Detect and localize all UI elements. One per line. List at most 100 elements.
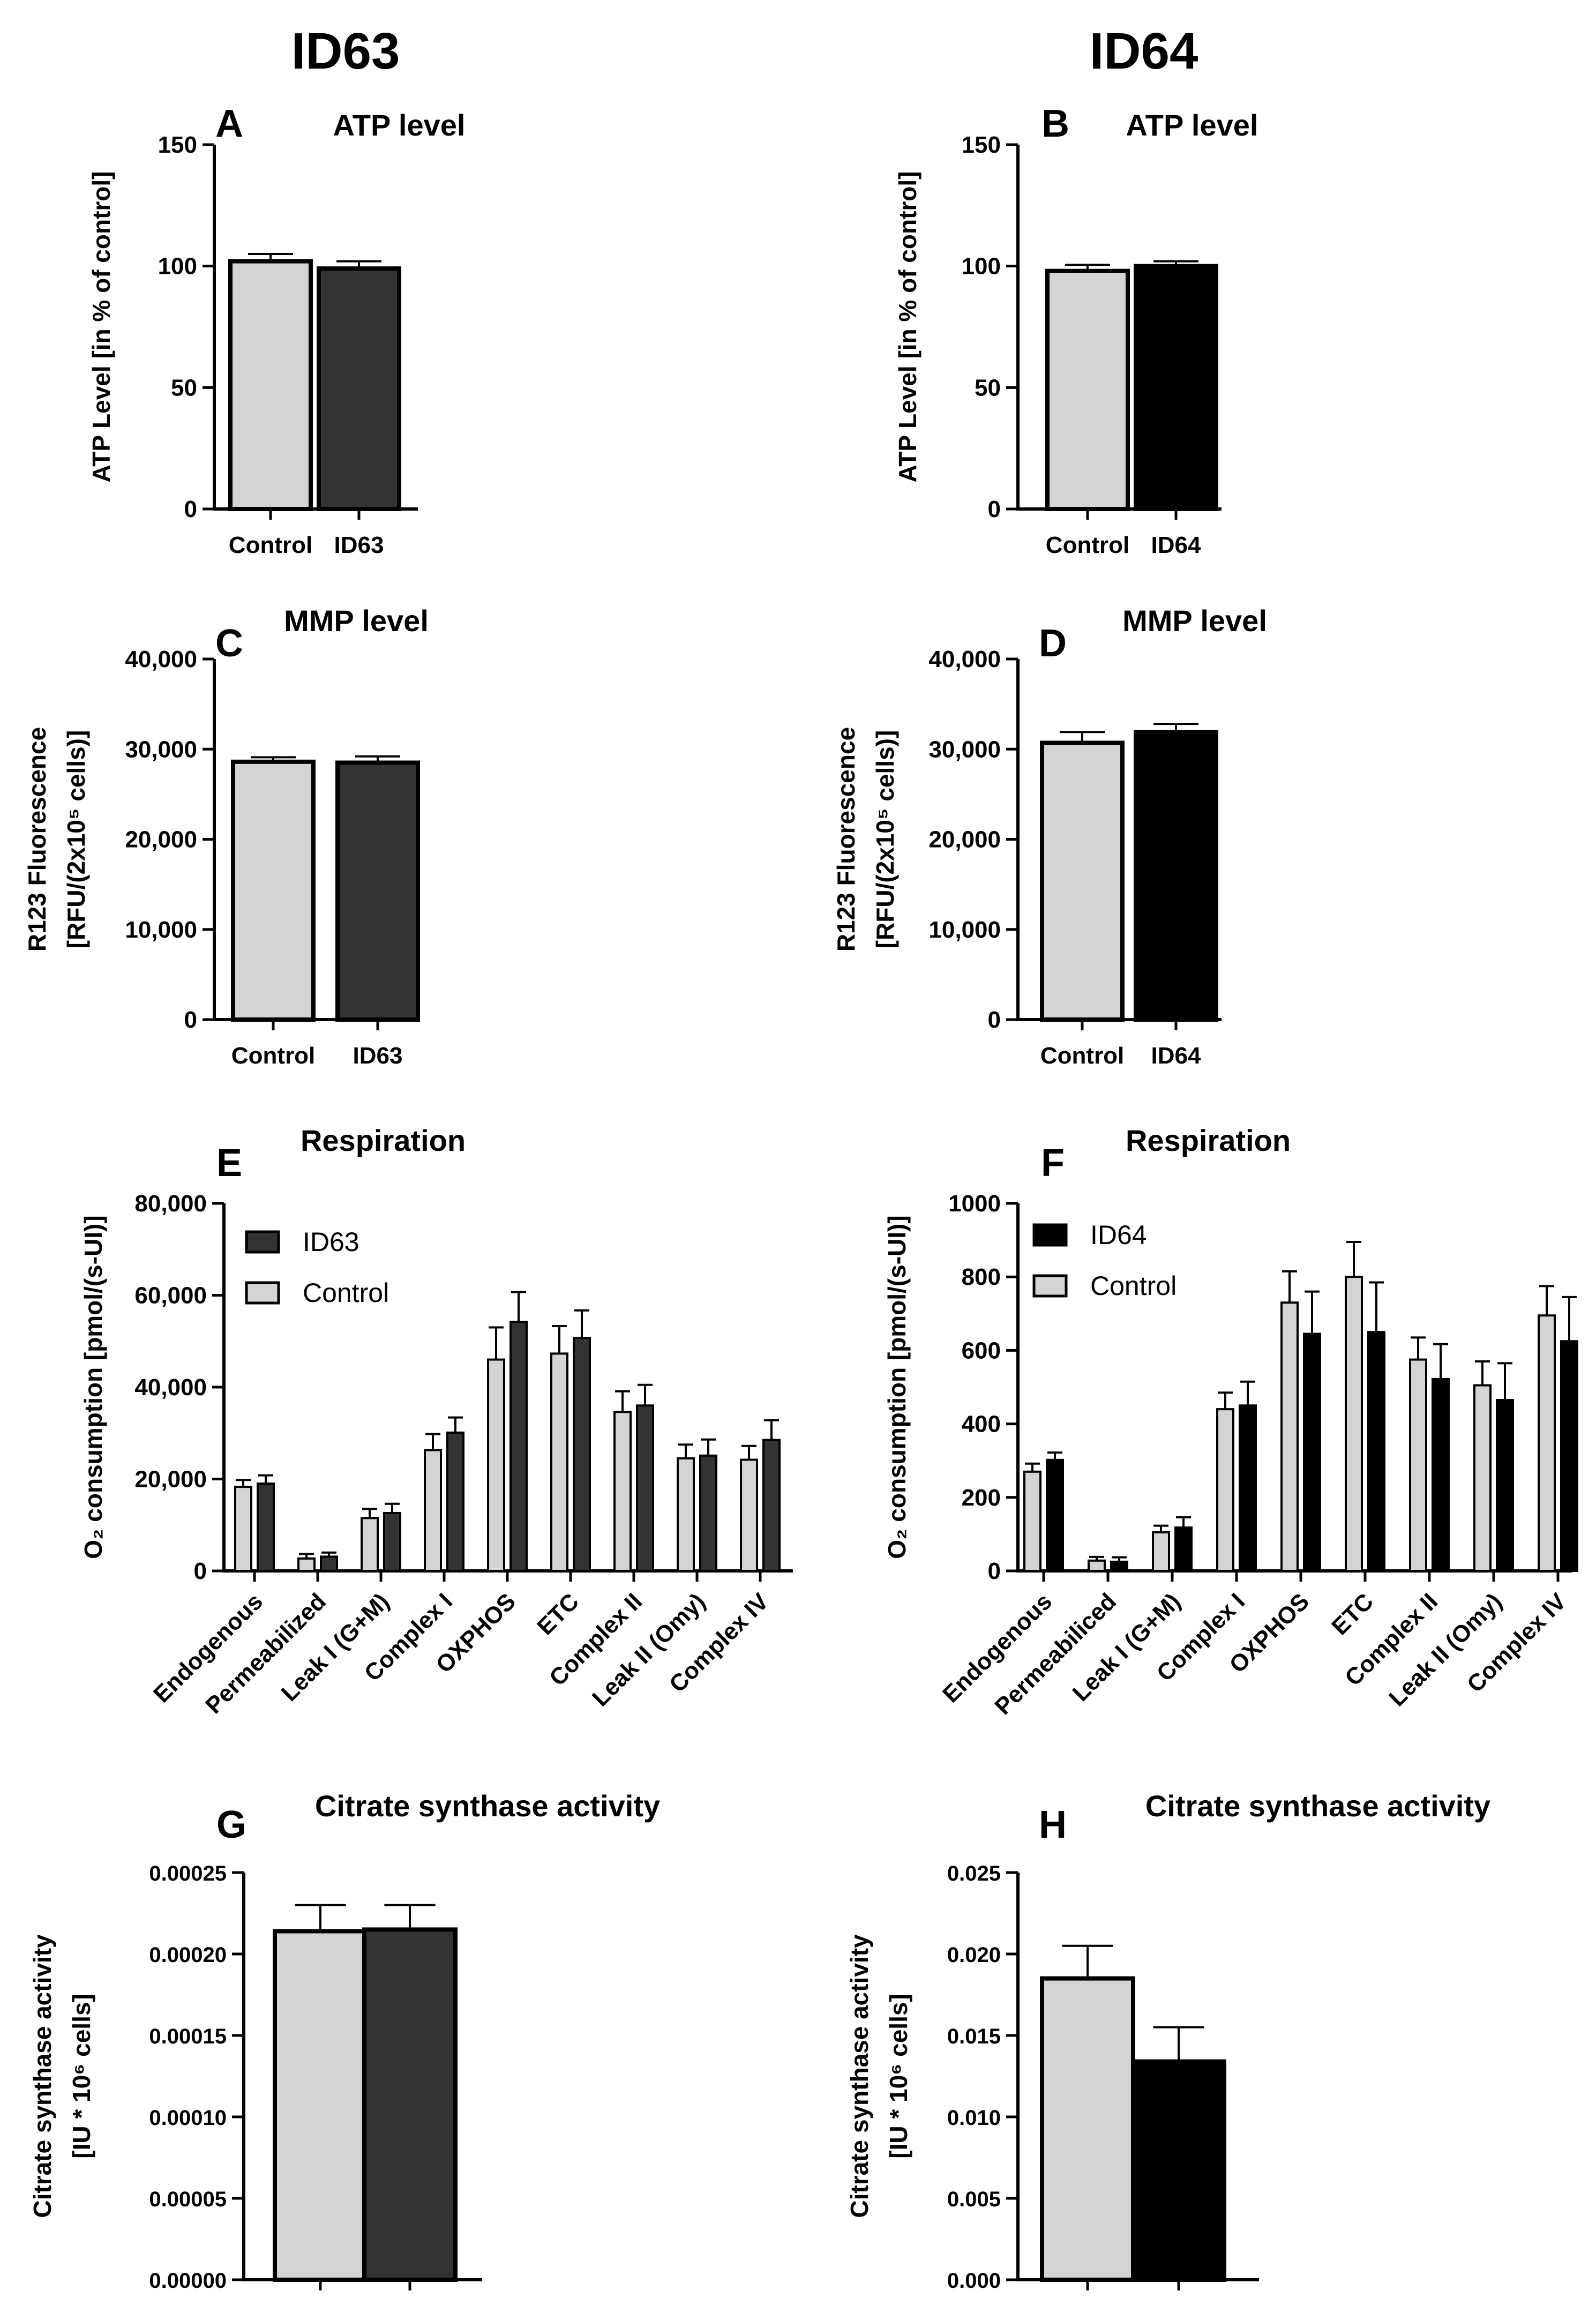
y-tick-label: 100 [962,253,1001,280]
y-tick-label: 0.005 [947,2188,1001,2211]
y-axis-label: R123 Fluorescence [23,727,51,952]
y-tick-label: 400 [962,1411,1001,1437]
y-axis-label: O₂ consumption [pmol/(s-UI)] [79,1215,107,1559]
x-tick-label: ETC [1327,1588,1378,1640]
chart-title: ATP level [333,108,466,142]
panel-letter: F [1041,1142,1065,1185]
panel-a: A ATP level ATP Level [in % of control] 0 50… [87,102,465,558]
column-heading-id63: ID63 [291,23,400,80]
y-tick-label: 20,000 [928,827,1001,853]
chart-title: MMP level [1122,604,1267,638]
legend-swatch [1032,1223,1068,1247]
y-axis-label: O₂ consumption [pmol/(s-UI)] [883,1215,911,1559]
y-tick-label: 10,000 [125,917,197,943]
x-tick-label: ETC [532,1588,584,1640]
panel-letter: E [216,1142,242,1185]
bar [509,1321,528,1573]
bar [234,1486,252,1572]
chart-title: Citrate synthase activity [1145,1789,1490,1823]
bar [1023,1470,1041,1573]
y-tick-label: 0 [988,1007,1001,1033]
bar [573,1337,591,1573]
panel-c: C MMP level R123 Fluorescence [RFU/(2x10⁵ c… [23,604,429,1069]
bar [1538,1314,1556,1572]
bar [636,1404,654,1573]
legend-swatch [245,1281,280,1305]
y-tick-label: 20,000 [134,1466,207,1493]
x-tick-label: Control [231,1043,315,1069]
legend-label: Control [303,1278,389,1308]
panel-e: E Respiration O₂ consumption [pmol/(s-UI)]… [79,1124,793,1719]
bar [1345,1276,1363,1572]
bar [1473,1384,1492,1573]
bar [273,1929,368,2282]
y-tick-label: 40,000 [134,1374,207,1401]
panel-letter: H [1039,1803,1067,1846]
y-tick-label: 50 [975,375,1001,401]
y-tick-label: 1000 [948,1191,1001,1217]
x-tick-label: Control [1040,1043,1124,1069]
bar [1560,1340,1578,1572]
y-tick-label: 0 [988,496,1001,522]
x-tick-label: Control [229,532,312,558]
bar [1152,1531,1170,1572]
y-tick-label: 30,000 [125,736,197,762]
x-tick-label: Endogenous [148,1588,268,1708]
panel-letter: B [1041,102,1069,145]
chart-title: Citrate synthase activity [315,1789,660,1823]
bar [1409,1358,1427,1573]
bar [550,1352,568,1573]
y-axis-label-2: [IU * 10⁶ cells] [885,1994,912,2159]
bar [699,1454,717,1573]
y-tick-label: 0.00025 [149,1862,227,1885]
bar [677,1457,695,1573]
panel-letter: D [1039,622,1067,665]
y-tick-label: 10,000 [928,917,1001,943]
x-tick-label: Endogenous [938,1588,1057,1708]
y-tick-label: 0 [988,1558,1001,1584]
bar [613,1411,632,1572]
y-tick-label: 0.025 [947,1862,1001,1885]
bar [762,1439,781,1573]
y-axis-label-2: [IU * 10⁶ cells] [68,1994,95,2159]
bar [317,266,401,511]
bar [1496,1399,1514,1572]
panel-b: B ATP level ATP Level [in % of control] 0 50… [894,102,1258,558]
x-tick-label: ID64 [1151,1043,1201,1069]
y-tick-label: 40,000 [125,646,197,672]
y-tick-label: 0 [194,1558,207,1584]
bar [231,759,316,1022]
chart-title: Respiration [1126,1124,1291,1157]
y-axis-label: R123 Fluorescence [832,727,860,952]
y-axis-label: Citrate synthase activity [28,1934,56,2218]
x-tick-label: Control [1046,2303,1129,2306]
bar [335,760,420,1022]
bar [362,1927,458,2282]
bar [740,1458,758,1573]
bar [1216,1408,1234,1572]
legend-label: ID63 [303,1227,359,1257]
x-tick-label: ID63 [353,1043,403,1069]
bar [1134,264,1218,511]
legend-swatch [1032,1274,1068,1298]
bar [1239,1404,1257,1573]
chart-title: MMP level [284,604,429,638]
bar [1131,2059,1226,2282]
bar [361,1517,379,1572]
bar [1040,740,1125,1022]
column-heading-id64: ID64 [1090,23,1198,80]
bar [1040,1976,1135,2282]
y-tick-label: 80,000 [134,1191,207,1217]
bar [257,1483,275,1572]
panel-letter: G [216,1803,246,1846]
y-tick-label: 0.00005 [149,2188,227,2211]
y-tick-label: 0.00020 [149,1943,227,1967]
y-tick-label: 0.000 [947,2269,1001,2293]
bar [424,1449,442,1573]
bar [320,1555,338,1572]
y-tick-label: 0.00000 [149,2269,227,2293]
x-tick-label: Leak II (Omy) [587,1588,710,1711]
legend-swatch [245,1230,280,1254]
y-tick-label: 150 [158,132,197,158]
